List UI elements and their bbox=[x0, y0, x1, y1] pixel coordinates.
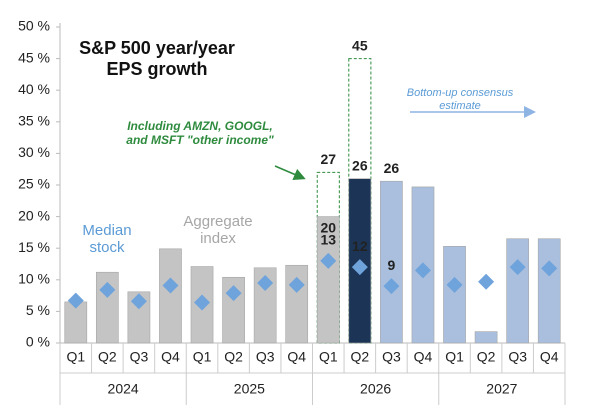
bar bbox=[316, 216, 340, 344]
diamond bbox=[162, 277, 179, 294]
x-tick-label: Q2 bbox=[224, 349, 243, 365]
y-tick-label: 0 % bbox=[26, 334, 50, 350]
x-tick-label: Q4 bbox=[287, 349, 306, 365]
series-label: Including AMZN, GOOGL, and MSFT "other i… bbox=[126, 119, 274, 147]
data-label: 26 bbox=[384, 160, 400, 176]
diamond bbox=[225, 285, 242, 302]
diamond bbox=[414, 262, 431, 279]
x-tick-label: Q1 bbox=[193, 349, 212, 365]
group-label: 2024 bbox=[108, 381, 139, 397]
x-tick-label: Q2 bbox=[477, 349, 496, 365]
diamond bbox=[320, 252, 337, 269]
x-tick-label: Q2 bbox=[351, 349, 370, 365]
x-tick-label: Q3 bbox=[256, 349, 275, 365]
bar bbox=[380, 180, 403, 344]
y-tick-label: 15 % bbox=[18, 239, 50, 255]
diamond bbox=[194, 294, 211, 311]
diamond bbox=[446, 276, 463, 293]
diamond bbox=[257, 274, 274, 291]
annotation-arrow bbox=[274, 165, 306, 180]
data-label: 9 bbox=[388, 257, 396, 273]
y-tick-label: 25 % bbox=[18, 176, 50, 192]
y-tick-label: 10 % bbox=[18, 271, 50, 287]
group-label: 2026 bbox=[360, 381, 391, 397]
group-label: 2025 bbox=[234, 381, 265, 397]
bar bbox=[127, 291, 151, 344]
diamond bbox=[509, 259, 526, 276]
diamond bbox=[541, 260, 558, 277]
group-label: 2027 bbox=[486, 381, 517, 397]
bar bbox=[506, 238, 530, 344]
diamond bbox=[351, 259, 368, 276]
diamond bbox=[478, 273, 495, 290]
data-label: 45 bbox=[352, 37, 368, 53]
series-label: Aggregate index bbox=[183, 213, 253, 248]
x-tick-label: Q2 bbox=[98, 349, 117, 365]
x-tick-label: Q1 bbox=[319, 349, 338, 365]
diamond bbox=[288, 276, 305, 293]
y-tick-label: 30 % bbox=[18, 144, 50, 160]
x-tick-label: Q3 bbox=[508, 349, 527, 365]
diamond bbox=[99, 281, 116, 298]
bar bbox=[537, 238, 561, 344]
chart-title: S&P 500 year/year EPS growth bbox=[79, 38, 235, 79]
y-tick-label: 45 % bbox=[18, 49, 50, 65]
x-tick-label: Q3 bbox=[130, 349, 149, 365]
diamond bbox=[67, 292, 84, 309]
data-label: 27 bbox=[320, 151, 336, 167]
bar bbox=[159, 248, 182, 344]
diamond bbox=[383, 278, 400, 295]
data-label: 20 bbox=[320, 219, 336, 235]
data-label: 26 bbox=[352, 157, 368, 173]
x-tick-label: Q4 bbox=[161, 349, 180, 365]
y-tick-label: 5 % bbox=[26, 302, 50, 318]
bar bbox=[443, 246, 466, 344]
series-label: Median stock bbox=[82, 222, 132, 257]
x-tick-label: Q3 bbox=[382, 349, 401, 365]
y-tick-label: 50 % bbox=[18, 18, 50, 34]
bar bbox=[253, 267, 277, 344]
bar bbox=[474, 331, 498, 344]
y-tick-label: 40 % bbox=[18, 81, 50, 97]
data-label: 12 bbox=[352, 238, 368, 254]
y-tick-label: 35 % bbox=[18, 113, 50, 129]
x-tick-label: Q1 bbox=[66, 349, 85, 365]
data-label: 13 bbox=[320, 232, 336, 248]
x-tick-label: Q1 bbox=[445, 349, 464, 365]
annotation: Bottom-up consensus estimate bbox=[406, 87, 514, 112]
x-tick-label: Q4 bbox=[414, 349, 433, 365]
x-tick-label: Q4 bbox=[540, 349, 559, 365]
y-tick-label: 20 % bbox=[18, 207, 50, 223]
diamond bbox=[130, 293, 147, 310]
